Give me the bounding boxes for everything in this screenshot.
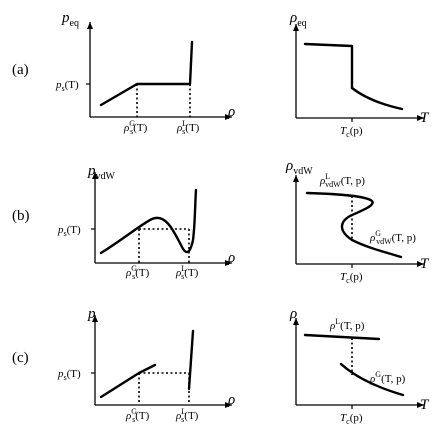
x-tick-label-gas: ρG s(T) [125,264,150,281]
panel-a-right: ρeq T Tc(p) [289,10,430,139]
row-a: (a) peq ρ ps(T) ρG s(T) ρL s(T) ρeq T Tc(p… [12,10,430,139]
row-label-a: (a) [12,62,29,78]
x-tick-label: Tc(p) [340,412,363,426]
x-axis-label: ρ [227,392,235,408]
liquid-branch [187,329,195,391]
x-tick-label-gas: ρG s(T) [125,407,150,424]
x-axis-label: T [420,110,430,126]
panel-b-right: ρvdW T ρL vdW(T, p) ρG vdW(T, p) Tc(p) [285,158,430,285]
x-tick-label-gas: ρG s(T) [123,119,148,136]
isotherm-curve [99,40,194,107]
x-tick-label-liquid: ρL s(T) [175,407,199,424]
y-tick-label: ps(T) [57,224,81,238]
upper-branch-label: ρL vdW(T, p) [319,172,365,189]
y-axis-label: ρ [289,306,297,322]
panel-c-left: p ρ ps(T) ρG s(T) ρL s(T) [57,306,235,424]
panel-a-left: peq ρ ps(T) ρG s(T) ρL s(T) [55,10,235,136]
upper-branch-label: ρL(T, p) [329,317,365,332]
vdw-s-curve [305,191,403,259]
lower-branch-label: ρG(T, p) [369,370,406,385]
x-tick-label-liquid: ρL s(T) [176,119,200,136]
x-tick-label: Tc(p) [340,271,363,285]
lower-branch-label: ρG vdW(T, p) [369,229,416,246]
x-axis-label: ρ [227,104,235,120]
x-tick-label: Tc(p) [340,125,363,139]
lower-branch [350,86,404,111]
y-axis-label: p [87,306,96,322]
row-c: (c) p ρ ps(T) ρG s(T) ρL s(T) ρ T ρL [12,306,430,426]
row-label-b: (b) [12,208,30,224]
y-tick-label: ps(T) [55,79,79,93]
panel-b-left: pvdW ρ ps(T) ρG s(T) ρL s(T) [57,163,235,281]
x-axis-label: T [420,256,430,272]
upper-branch [303,42,354,90]
vdw-isotherm-curve [99,188,198,255]
y-tick-label: ps(T) [57,368,81,382]
y-axis-label: peq [61,10,79,29]
panel-c-right: ρ T ρL(T, p) ρG(T, p) Tc(p) [289,306,430,426]
gas-branch [99,363,157,399]
gas-branch [339,362,405,397]
row-label-c: (c) [12,350,29,366]
x-axis-label: ρ [227,250,235,266]
y-axis-label: pvdW [87,163,116,182]
y-axis-label: ρvdW [285,158,313,177]
x-axis-label: T [420,397,430,413]
y-axis-label: ρeq [289,10,307,29]
liquid-branch [303,333,381,341]
x-tick-label-liquid: ρL s(T) [175,264,199,281]
row-b: (b) pvdW ρ ps(T) ρG s(T) ρL s(T) ρvdW T ρL… [12,158,430,285]
